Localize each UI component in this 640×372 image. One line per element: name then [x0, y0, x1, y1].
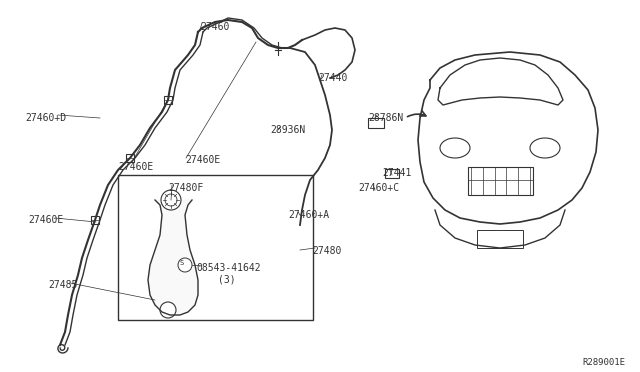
Bar	[126, 154, 134, 162]
Text: S: S	[180, 260, 184, 266]
Text: 28786N: 28786N	[368, 113, 403, 123]
Ellipse shape	[530, 138, 560, 158]
Text: 28936N: 28936N	[270, 125, 305, 135]
Bar	[368, 118, 384, 128]
Text: 27485: 27485	[48, 280, 77, 290]
Bar	[118, 175, 313, 320]
Text: 27480F: 27480F	[168, 183, 204, 193]
Text: 27460: 27460	[200, 22, 229, 32]
Bar	[468, 167, 533, 195]
Polygon shape	[148, 200, 198, 315]
Text: 27460E: 27460E	[28, 215, 63, 225]
Ellipse shape	[440, 138, 470, 158]
Bar	[164, 96, 172, 104]
Text: 27480: 27480	[312, 246, 341, 256]
Text: 27460+D: 27460+D	[25, 113, 66, 123]
Bar	[477, 230, 523, 248]
Bar	[91, 216, 99, 224]
Circle shape	[178, 258, 192, 272]
Circle shape	[165, 194, 177, 206]
Circle shape	[161, 190, 181, 210]
Text: 08543-41642: 08543-41642	[196, 263, 260, 273]
Text: (3): (3)	[218, 275, 236, 285]
Text: 27460+A: 27460+A	[288, 210, 329, 220]
Text: 27460+C: 27460+C	[358, 183, 399, 193]
Text: R289001E: R289001E	[582, 358, 625, 367]
Text: 27441: 27441	[382, 168, 412, 178]
Bar	[385, 169, 399, 178]
Text: 27440: 27440	[318, 73, 348, 83]
Circle shape	[160, 302, 176, 318]
Text: 27460E: 27460E	[118, 162, 153, 172]
Text: 27460E: 27460E	[185, 155, 220, 165]
